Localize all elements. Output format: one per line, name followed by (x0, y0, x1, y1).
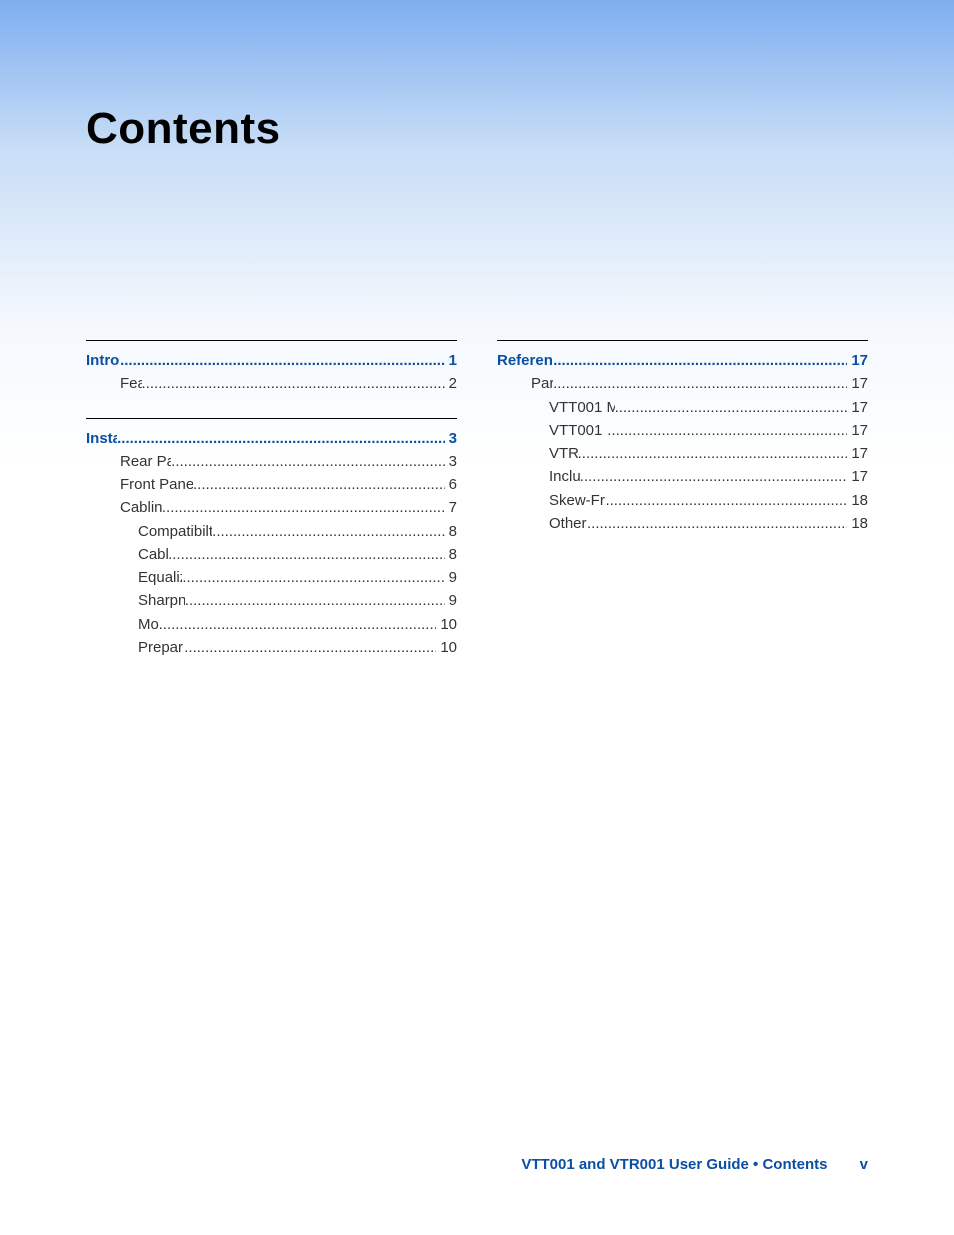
toc-entry[interactable]: Features ...............................… (86, 372, 457, 395)
toc-entry-page: 9 (445, 566, 457, 589)
section-rule (86, 418, 457, 419)
toc-section-heading[interactable]: Installation ...........................… (86, 427, 457, 450)
toc-leader-dots: ........................................… (193, 473, 445, 496)
toc-leader-dots: ........................................… (117, 427, 445, 450)
toc-leader-dots: ........................................… (212, 520, 444, 543)
toc-leader-dots: ........................................… (182, 566, 444, 589)
toc-entry-label: Rear Panel Connectors (120, 450, 171, 473)
toc-entry-page: 9 (445, 589, 457, 612)
toc-entry-label: VTT001 and VTR001 Tabletop (549, 419, 607, 442)
toc-entry[interactable]: Mounting ...............................… (86, 613, 457, 636)
page-title: Contents (86, 104, 281, 154)
toc-leader-dots: ........................................… (162, 496, 445, 519)
toc-entry[interactable]: Sharpness Adjustment ...................… (86, 589, 457, 612)
toc-entry-label: Mounting (138, 613, 159, 636)
toc-entry-label: Cabling and Setup (120, 496, 162, 519)
toc-entry-page: 10 (436, 613, 457, 636)
toc-leader-dots: ........................................… (171, 450, 445, 473)
toc-entry-page: 6 (445, 473, 457, 496)
toc-entry-page: 3 (445, 427, 457, 450)
toc-leader-dots: ........................................… (142, 372, 445, 395)
toc-leader-dots: ........................................… (580, 465, 848, 488)
toc-entry-label: Equalizing Pair Skew (138, 566, 182, 589)
toc-leader-dots: ........................................… (120, 349, 445, 372)
toc-columns: Introduction ...........................… (86, 340, 868, 681)
toc-entry-label: Cable Testing (138, 543, 168, 566)
section-rule (86, 340, 457, 341)
toc-entry-page: 18 (847, 512, 868, 535)
toc-entry-label: Parts List (531, 372, 553, 395)
toc-entry-page: 17 (847, 349, 868, 372)
toc-section: Installation ...........................… (86, 418, 457, 660)
toc-entry[interactable]: Cable Testing ..........................… (86, 543, 457, 566)
footer: VTT001 and VTR001 User Guide • Contents … (521, 1156, 868, 1173)
toc-entry-label: Preparing the Wall Box (138, 636, 184, 659)
toc-entry-label: Reference Information (497, 349, 553, 372)
toc-section: Introduction ...........................… (86, 340, 457, 396)
toc-entry-page: 8 (445, 543, 457, 566)
toc-leader-dots: ........................................… (607, 419, 847, 442)
toc-entry-label: Skew-Free™ AV UTP Cables (549, 489, 605, 512)
toc-entry-page: 17 (847, 442, 868, 465)
toc-entry[interactable]: Skew-Free™ AV UTP Cables ...............… (497, 489, 868, 512)
toc-leader-dots: ........................................… (159, 613, 437, 636)
toc-entry-label: Compatibilty with Other Extron Products (138, 520, 212, 543)
toc-entry-label: Features (120, 372, 142, 395)
footer-page-number: v (860, 1156, 868, 1173)
toc-leader-dots: ........................................… (553, 349, 847, 372)
toc-leader-dots: ........................................… (578, 442, 848, 465)
toc-entry-page: 3 (445, 450, 457, 473)
toc-entry[interactable]: Parts List .............................… (497, 372, 868, 395)
toc-entry[interactable]: VTR001 AAP .............................… (497, 442, 868, 465)
footer-text: VTT001 and VTR001 User Guide • Contents (521, 1156, 827, 1173)
toc-entry-page: 1 (445, 349, 457, 372)
toc-entry-label: Introduction (86, 349, 120, 372)
toc-entry[interactable]: Front Panel Connector and Indicator ....… (86, 473, 457, 496)
toc-section-heading[interactable]: Introduction ...........................… (86, 349, 457, 372)
toc-leader-dots: ........................................… (553, 372, 847, 395)
toc-leader-dots: ........................................… (615, 396, 848, 419)
toc-leader-dots: ........................................… (587, 512, 847, 535)
toc-entry[interactable]: VTT001 MAAP and VTR001 MAAP ............… (497, 396, 868, 419)
toc-entry[interactable]: Other Accessories ......................… (497, 512, 868, 535)
toc-entry-page: 18 (847, 489, 868, 512)
toc-section: Reference Information ..................… (497, 340, 868, 535)
toc-leader-dots: ........................................… (185, 589, 445, 612)
toc-entry[interactable]: VTT001 and VTR001 Tabletop .............… (497, 419, 868, 442)
section-rule (497, 340, 868, 341)
toc-entry-label: Other Accessories (549, 512, 587, 535)
toc-entry-page: 17 (847, 419, 868, 442)
toc-column: Introduction ...........................… (86, 340, 457, 681)
toc-entry-label: Installation (86, 427, 117, 450)
toc-entry-page: 8 (445, 520, 457, 543)
toc-entry[interactable]: Cabling and Setup ......................… (86, 496, 457, 519)
toc-entry-page: 17 (847, 465, 868, 488)
toc-leader-dots: ........................................… (168, 543, 445, 566)
toc-section-heading[interactable]: Reference Information ..................… (497, 349, 868, 372)
toc-entry[interactable]: Equalizing Pair Skew ...................… (86, 566, 457, 589)
toc-entry-label: Included Parts (549, 465, 580, 488)
toc-entry-page: 7 (445, 496, 457, 519)
toc-leader-dots: ........................................… (184, 636, 436, 659)
toc-entry[interactable]: Included Parts .........................… (497, 465, 868, 488)
toc-entry-page: 10 (436, 636, 457, 659)
toc-leader-dots: ........................................… (605, 489, 847, 512)
toc-entry-label: Sharpness Adjustment (138, 589, 185, 612)
toc-column: Reference Information ..................… (497, 340, 868, 681)
toc-entry-page: 2 (445, 372, 457, 395)
toc-entry[interactable]: Preparing the Wall Box .................… (86, 636, 457, 659)
toc-entry[interactable]: Rear Panel Connectors ..................… (86, 450, 457, 473)
toc-entry-label: VTR001 AAP (549, 442, 578, 465)
toc-entry-page: 17 (847, 372, 868, 395)
toc-entry[interactable]: Compatibilty with Other Extron Products … (86, 520, 457, 543)
toc-entry-label: Front Panel Connector and Indicator (120, 473, 193, 496)
toc-entry-page: 17 (847, 396, 868, 419)
toc-entry-label: VTT001 MAAP and VTR001 MAAP (549, 396, 615, 419)
